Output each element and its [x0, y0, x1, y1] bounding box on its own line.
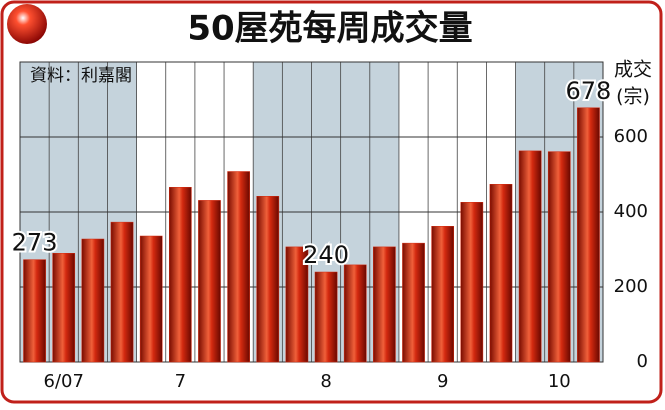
chart-title: 50屋苑每周成交量 — [187, 9, 472, 49]
bar — [139, 235, 163, 363]
bar — [81, 238, 105, 363]
bar — [577, 107, 600, 363]
bar — [198, 200, 221, 363]
source: 資料：利嘉閣 — [30, 66, 132, 86]
bar — [256, 196, 280, 363]
x-tick-label: 10 — [548, 371, 571, 392]
y-tick-label: 200 — [614, 276, 648, 297]
bar — [431, 226, 455, 363]
bar — [518, 150, 542, 363]
y-tick-label: 600 — [614, 126, 648, 147]
bar — [343, 264, 367, 363]
logo-ball — [7, 4, 47, 44]
bar — [402, 242, 425, 363]
bar — [23, 259, 46, 363]
bar — [489, 184, 513, 363]
y-tick-label: 0 — [637, 351, 648, 372]
bar — [168, 187, 192, 363]
x-tick-label: 6/07 — [44, 371, 84, 392]
x-tick-label: 8 — [320, 371, 331, 392]
bar — [460, 202, 484, 363]
x-tick-label: 7 — [175, 371, 186, 392]
value-label: 273 — [12, 229, 58, 257]
bar — [52, 253, 76, 363]
y-tick-label: 400 — [614, 201, 648, 222]
bar — [285, 246, 309, 363]
bar — [314, 271, 338, 363]
bar — [227, 171, 250, 363]
bar — [110, 221, 134, 363]
y-axis-label: (宗) — [616, 86, 650, 108]
bar — [373, 246, 396, 363]
x-tick-label: 9 — [437, 371, 448, 392]
y-axis-label: 成交 — [614, 59, 652, 81]
value-label: 678 — [566, 77, 612, 105]
value-label: 240 — [303, 241, 349, 269]
bar — [547, 151, 571, 363]
